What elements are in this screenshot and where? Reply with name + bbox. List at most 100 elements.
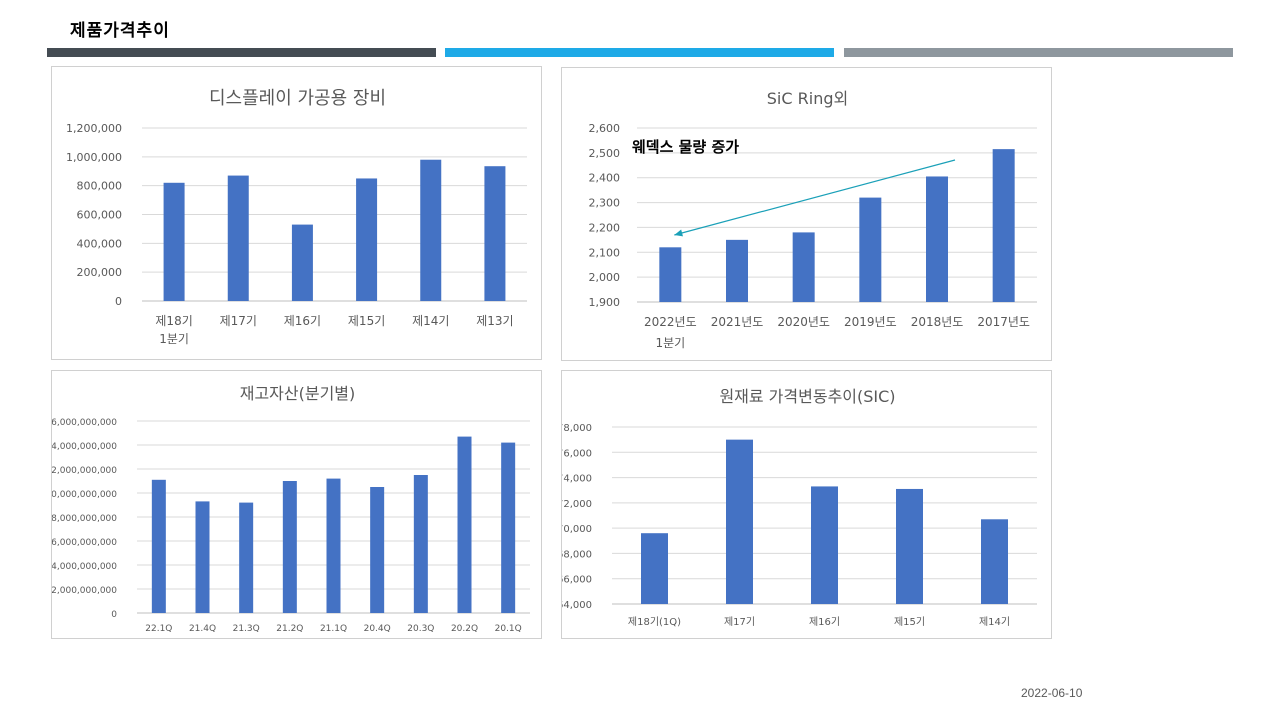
y-tick-label: 70,000 <box>562 524 592 535</box>
y-tick-label: 6,000,000,000 <box>52 538 117 548</box>
x-category-label: 2020년도 <box>777 315 830 329</box>
x-category-label: 제14기 <box>412 314 449 328</box>
x-category-label: 제18기(1Q) <box>628 616 681 628</box>
bar <box>420 159 442 301</box>
x-category-label: 제18기 1분기 <box>155 314 192 346</box>
y-tick-label: 1,000,000 <box>66 151 122 164</box>
x-category-label: 2018년도 <box>911 315 964 329</box>
page-title: 제품가격추이 <box>70 21 170 41</box>
bar <box>792 232 815 302</box>
x-category-label: 20.4Q <box>364 624 391 634</box>
x-category-label: 20.1Q <box>495 624 522 634</box>
y-tick-label: 2,600 <box>589 122 621 135</box>
bar <box>370 487 385 613</box>
chart-panel-raw-material: 원재료 가격변동추이(SIC) 64,000 66,000 68,000 70,000 7… <box>561 370 1052 639</box>
y-tick-label: 66,000 <box>562 575 592 586</box>
y-tick-label: 64,000 <box>562 600 592 611</box>
bar <box>163 182 185 301</box>
bar <box>326 478 341 613</box>
x-category-label: 21.2Q <box>276 624 303 634</box>
y-tick-label: 2,200 <box>589 221 621 234</box>
y-tick-label: 74,000 <box>562 474 592 485</box>
y-tick-label: 8,000,000,000 <box>52 514 117 524</box>
y-tick-label: 78,000 <box>562 423 592 434</box>
y-tick-label: 1,200,000 <box>66 122 122 135</box>
header-strip-gray <box>844 48 1233 57</box>
y-tick-label: 2,300 <box>589 197 621 210</box>
chart-panel-sic-ring: SiC Ring외 1,900 2,000 2,100 2,200 2,300 2,400 2… <box>561 67 1052 361</box>
y-tick-label: 14,000,000,000 <box>52 442 117 452</box>
bar <box>859 197 882 302</box>
bar <box>356 178 378 301</box>
chart-inventory: 재고자산(분기별) 0 2,000,000,000 4,000,000,000 6,00… <box>52 384 530 634</box>
y-tick-label: 200,000 <box>77 266 123 279</box>
y-tick-label: 4,000,000,000 <box>52 562 117 572</box>
y-tick-label: 2,400 <box>589 172 621 185</box>
chart-title: 디스플레이 가공용 장비 <box>209 88 386 109</box>
bar <box>282 481 297 613</box>
bar <box>457 436 472 613</box>
chart-title: 재고자산(분기별) <box>240 384 356 403</box>
y-tick-label: 400,000 <box>77 237 123 250</box>
annotation-arrowhead <box>674 229 683 237</box>
annotation-arrow-line <box>674 159 956 236</box>
bar <box>291 224 313 301</box>
y-tick-label: 600,000 <box>77 209 123 222</box>
bar <box>811 486 838 604</box>
chart-panel-display-equipment: 디스플레이 가공용 장비 0 200,000 400,000 600,000 800,00… <box>51 66 542 360</box>
y-tick-label: 12,000,000,000 <box>52 466 117 476</box>
y-tick-label: 0 <box>115 295 122 308</box>
x-category-label: 20.3Q <box>407 624 434 634</box>
x-category-label: 제13기 <box>476 314 513 328</box>
x-category-label: 제17기 <box>724 616 755 628</box>
x-category-label: 2019년도 <box>844 315 897 329</box>
y-tick-label: 2,000,000,000 <box>52 586 117 596</box>
header-strip-blue <box>445 48 834 57</box>
bar <box>501 442 516 613</box>
x-category-label: 제16기 <box>284 314 321 328</box>
y-tick-label: 2,500 <box>589 147 621 160</box>
y-tick-label: 0 <box>111 610 117 620</box>
header-strip-dark <box>47 48 436 57</box>
y-tick-label: 76,000 <box>562 448 592 459</box>
x-category-label: 2022년도 1분기 <box>644 315 697 350</box>
x-category-label: 20.2Q <box>451 624 478 634</box>
bar <box>151 479 166 613</box>
bar <box>726 439 753 604</box>
x-category-label: 제14기 <box>979 616 1010 628</box>
bar <box>896 488 923 604</box>
bar <box>484 166 506 301</box>
annotation-text: 웨덱스 물량 증가 <box>632 138 739 156</box>
bar <box>641 533 668 604</box>
y-tick-label: 800,000 <box>77 180 123 193</box>
y-tick-label: 10,000,000,000 <box>52 490 117 500</box>
y-tick-label: 68,000 <box>562 549 592 560</box>
bar <box>413 475 428 613</box>
bar <box>926 176 948 302</box>
chart-sic-ring: SiC Ring외 1,900 2,000 2,100 2,200 2,300 2,400 2… <box>589 89 1037 350</box>
y-tick-label: 2,100 <box>589 246 621 259</box>
bar <box>195 501 210 613</box>
chart-title: 원재료 가격변동추이(SIC) <box>719 387 895 406</box>
date-label: 2022-06-10 <box>1021 686 1083 700</box>
y-tick-label: 2,000 <box>589 271 621 284</box>
bar <box>726 239 748 302</box>
x-category-label: 2021년도 <box>711 315 764 329</box>
x-category-label: 21.3Q <box>233 624 260 634</box>
chart-display-equipment: 디스플레이 가공용 장비 0 200,000 400,000 600,000 800,00… <box>66 88 527 346</box>
y-tick-label: 16,000,000,000 <box>52 418 117 428</box>
bar <box>992 149 1015 302</box>
bar <box>659 247 682 302</box>
x-category-label: 21.1Q <box>320 624 347 634</box>
chart-raw-material: 원재료 가격변동추이(SIC) 64,000 66,000 68,000 70,000 7… <box>562 387 1037 628</box>
y-tick-label: 72,000 <box>562 499 592 510</box>
y-tick-label: 1,900 <box>589 296 621 309</box>
x-category-label: 제17기 <box>220 314 257 328</box>
x-category-label: 2017년도 <box>977 315 1030 329</box>
chart-panel-inventory: 재고자산(분기별) 0 2,000,000,000 4,000,000,000 6,00… <box>51 370 542 639</box>
bar <box>239 502 254 613</box>
chart-title: SiC Ring외 <box>767 89 848 108</box>
bar <box>227 175 249 301</box>
bar <box>981 519 1008 604</box>
x-category-label: 제16기 <box>809 616 840 628</box>
